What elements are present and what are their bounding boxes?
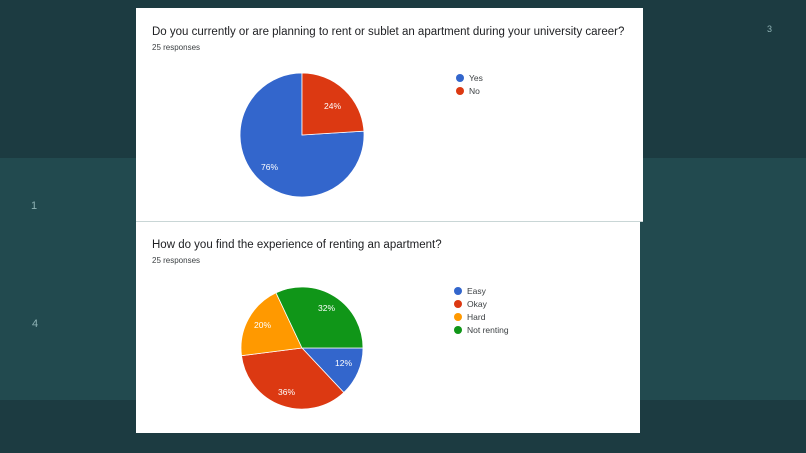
chart-title: Do you currently or are planning to rent… <box>152 26 625 38</box>
response-count: 25 responses <box>152 256 201 265</box>
legend-dot-icon <box>454 312 462 321</box>
chart-legend: Yes No <box>456 71 483 97</box>
legend-dot-icon <box>454 325 462 334</box>
pie-chart: 32% 20% 12% 36% <box>240 286 364 410</box>
legend-dot-icon <box>454 286 462 295</box>
legend-dot-icon <box>454 299 462 308</box>
response-count: 25 responses <box>152 43 201 52</box>
legend-item-okay[interactable]: Okay <box>454 297 509 310</box>
chart-title: How do you find the experience of rentin… <box>152 239 442 251</box>
chart-card-rent-plans: Do you currently or are planning to rent… <box>136 8 643 221</box>
chart-legend: Easy Okay Hard Not renting <box>454 284 509 336</box>
legend-item-yes[interactable]: Yes <box>456 71 483 84</box>
slice-label-not-renting: 32% <box>318 303 335 313</box>
legend-item-no[interactable]: No <box>456 84 483 97</box>
legend-item-not-renting[interactable]: Not renting <box>454 323 509 336</box>
slice-label-yes: 76% <box>261 162 278 172</box>
legend-dot-icon <box>456 73 464 82</box>
legend-item-easy[interactable]: Easy <box>454 284 509 297</box>
slice-label-no: 24% <box>324 101 341 111</box>
slide-number-3: 3 <box>767 24 773 34</box>
slice-label-easy: 12% <box>335 358 352 368</box>
slide-number-1: 1 <box>31 200 38 212</box>
slide-number-4: 4 <box>32 318 39 330</box>
pie-slice-not-renting[interactable] <box>275 286 364 349</box>
slice-label-okay: 36% <box>278 387 295 397</box>
pie-slice-hard[interactable] <box>240 292 303 357</box>
legend-dot-icon <box>456 86 464 95</box>
chart-card-renting-experience: How do you find the experience of rentin… <box>136 222 640 433</box>
pie-slice-no[interactable] <box>301 72 365 136</box>
card-divider <box>136 221 643 222</box>
pie-chart: 24% 76% <box>239 72 365 198</box>
slice-label-hard: 20% <box>254 320 271 330</box>
legend-item-hard[interactable]: Hard <box>454 310 509 323</box>
pie-slice-okay[interactable] <box>241 347 345 410</box>
